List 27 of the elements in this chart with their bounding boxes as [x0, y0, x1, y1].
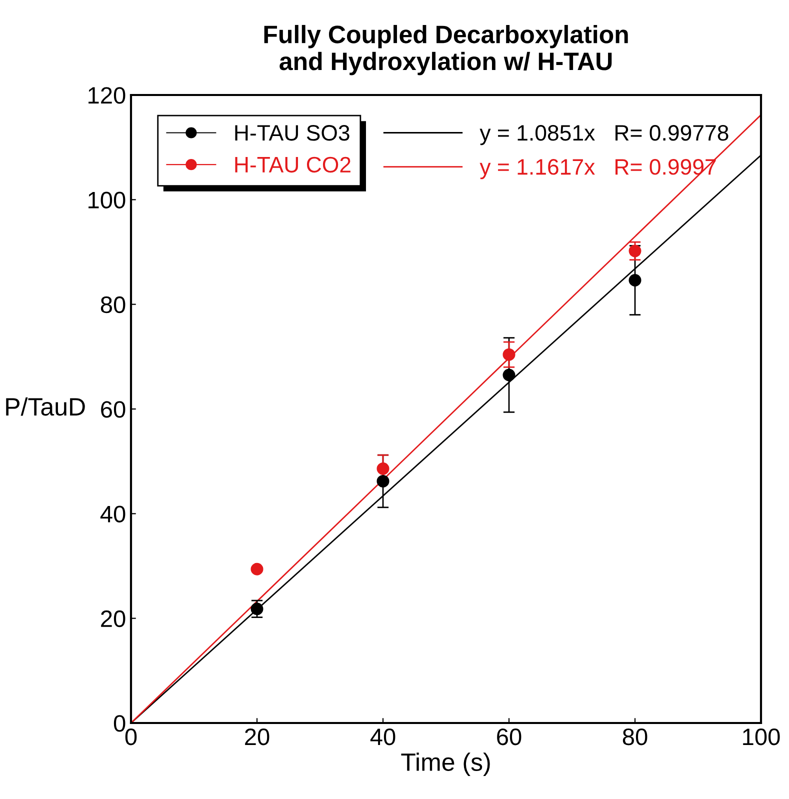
legend-label: y = 1.0851x R= 0.99778 [480, 125, 728, 146]
x-tick-label: 100 [743, 728, 780, 746]
point [250, 602, 264, 616]
x-tick-label: 80 [622, 728, 648, 746]
x-tick-label: 0 [125, 728, 137, 746]
point [376, 474, 390, 488]
y-tick-label: 80 [100, 296, 126, 314]
point [628, 244, 642, 258]
point [502, 348, 516, 361]
y-tick-label: 20 [101, 610, 126, 628]
y-tick-label: 40 [100, 506, 126, 522]
point [250, 562, 264, 576]
legend-label: H-TAU SO3 [235, 125, 350, 141]
y-tick-label: 60 [101, 401, 126, 418]
x-tick-label: 60 [497, 728, 522, 746]
x-tick-label: 20 [245, 728, 270, 746]
chart-title: Fully Coupled Decarboxylation and Hydroxylation w/ H-TAU [264, 24, 628, 76]
legend-label: H-TAU CO2 [235, 156, 350, 173]
y-tick-label: 0 [114, 715, 126, 732]
y-tick-label: 120 [88, 87, 126, 104]
y-axis-title: P/TauD [6, 397, 85, 416]
point [376, 462, 390, 475]
y-tick-label: 100 [88, 192, 126, 208]
x-tick-label: 40 [370, 728, 396, 746]
point [628, 274, 642, 287]
x-axis-title: Time (s) [401, 752, 490, 776]
point [502, 368, 516, 382]
